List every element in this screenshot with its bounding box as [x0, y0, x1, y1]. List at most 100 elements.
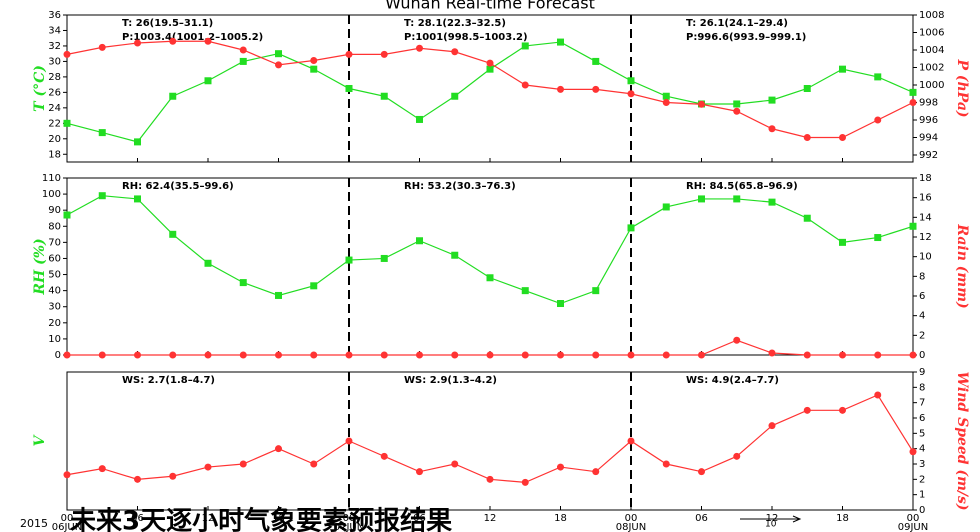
data-point: [803, 214, 811, 222]
panel-annotation: T: 28.1(22.3–32.5): [404, 18, 506, 29]
data-point: [63, 351, 71, 359]
data-point: [98, 43, 106, 51]
y2-tick-label: 998: [919, 98, 938, 109]
data-point: [239, 351, 247, 359]
y2-tick-label: 996: [919, 115, 938, 126]
data-point: [698, 100, 705, 108]
y2-tick-label: 1: [919, 490, 925, 501]
y-tick-label: 110: [42, 173, 61, 184]
y-tick-label: 28: [48, 72, 61, 83]
data-point: [345, 50, 353, 58]
data-point: [239, 279, 247, 287]
y-tick-label: 26: [48, 87, 61, 98]
data-point: [275, 50, 282, 58]
y2-tick-label: 0: [919, 350, 925, 361]
y2-tick-label: 10: [919, 252, 932, 263]
x-tick-label: 06: [695, 513, 708, 524]
data-point: [557, 300, 564, 308]
data-point: [275, 445, 282, 453]
year-label: 2015: [20, 517, 48, 530]
x-tick-label: 12: [766, 513, 779, 524]
panel-annotation: WS: 2.7(1.8–4.7): [122, 375, 215, 386]
data-point: [345, 85, 353, 92]
day-label: 09JUN: [898, 522, 928, 532]
data-point: [416, 115, 423, 123]
y2-axis-label: P (hPa): [954, 58, 970, 117]
x-tick-label: 18: [272, 513, 285, 524]
y2-tick-label: 7: [919, 398, 925, 409]
y-axis-label: RH (%): [32, 238, 48, 295]
data-point: [169, 230, 177, 238]
y2-tick-label: 6: [919, 291, 925, 302]
y2-tick-label: 1008: [919, 10, 944, 21]
data-point: [874, 391, 882, 399]
panel-annotation: P:1001(998.5–1003.2): [404, 32, 528, 43]
y2-tick-label: 8: [919, 382, 925, 393]
data-point: [486, 274, 494, 282]
data-point: [874, 234, 882, 242]
data-point: [768, 125, 776, 133]
data-point: [98, 129, 106, 137]
x-tick-label: 00: [61, 513, 74, 524]
y2-axis-label: Wind Speed (m/s): [954, 371, 970, 510]
data-point: [627, 90, 635, 98]
y2-tick-label: 9: [919, 367, 925, 378]
data-point: [733, 100, 741, 108]
day-label: 07JUN: [334, 522, 364, 532]
data-point: [169, 92, 177, 100]
y2-tick-label: 14: [919, 212, 932, 223]
data-point: [345, 351, 353, 359]
data-point: [416, 44, 423, 52]
data-point: [380, 50, 388, 58]
panel-annotation: T: 26.1(24.1–29.4): [686, 18, 788, 29]
data-point: [768, 96, 776, 104]
x-tick-label: 06: [131, 513, 144, 524]
x-tick-label: 00: [907, 513, 920, 524]
x-tick-label: 00: [625, 513, 638, 524]
data-point: [592, 351, 600, 359]
data-point: [416, 237, 423, 245]
data-point: [169, 351, 177, 359]
data-point: [310, 460, 318, 468]
y2-tick-label: 16: [919, 193, 932, 204]
data-point: [275, 351, 282, 359]
data-point: [662, 203, 670, 211]
chart-title: Wuhan Real-time Forecast: [385, 0, 595, 13]
data-point: [557, 85, 564, 93]
data-point: [803, 406, 811, 414]
y2-tick-label: 1000: [919, 80, 944, 91]
data-point: [839, 134, 846, 141]
data-point: [451, 92, 459, 100]
data-point: [521, 287, 529, 295]
y-tick-label: 30: [48, 302, 61, 313]
day-label: 06JUN: [52, 522, 82, 532]
y2-tick-label: 994: [919, 133, 938, 144]
data-point: [275, 291, 282, 299]
data-point: [839, 351, 846, 359]
data-point: [204, 77, 212, 85]
data-point: [63, 211, 71, 219]
data-point: [416, 351, 423, 359]
footer-text: 未来3天逐小时气象要素预报结果: [70, 506, 452, 532]
data-point: [698, 351, 705, 359]
data-point: [169, 472, 177, 480]
data-point: [557, 463, 564, 471]
y-axis-label: V: [32, 433, 48, 446]
data-point: [768, 198, 776, 206]
day-label: 08JUN: [616, 522, 646, 532]
x-tick-label: 12: [484, 513, 497, 524]
data-point: [63, 471, 71, 479]
data-point: [486, 351, 494, 359]
y2-tick-label: 1004: [919, 45, 944, 56]
data-point: [134, 138, 141, 146]
data-point: [733, 452, 741, 460]
data-point: [134, 195, 141, 203]
y-tick-label: 70: [48, 237, 61, 248]
x-tick-label: 18: [836, 513, 849, 524]
y-tick-label: 90: [48, 205, 61, 216]
data-point: [698, 468, 705, 476]
data-point: [486, 65, 494, 73]
series-line: [66, 41, 914, 143]
data-point: [239, 57, 247, 65]
